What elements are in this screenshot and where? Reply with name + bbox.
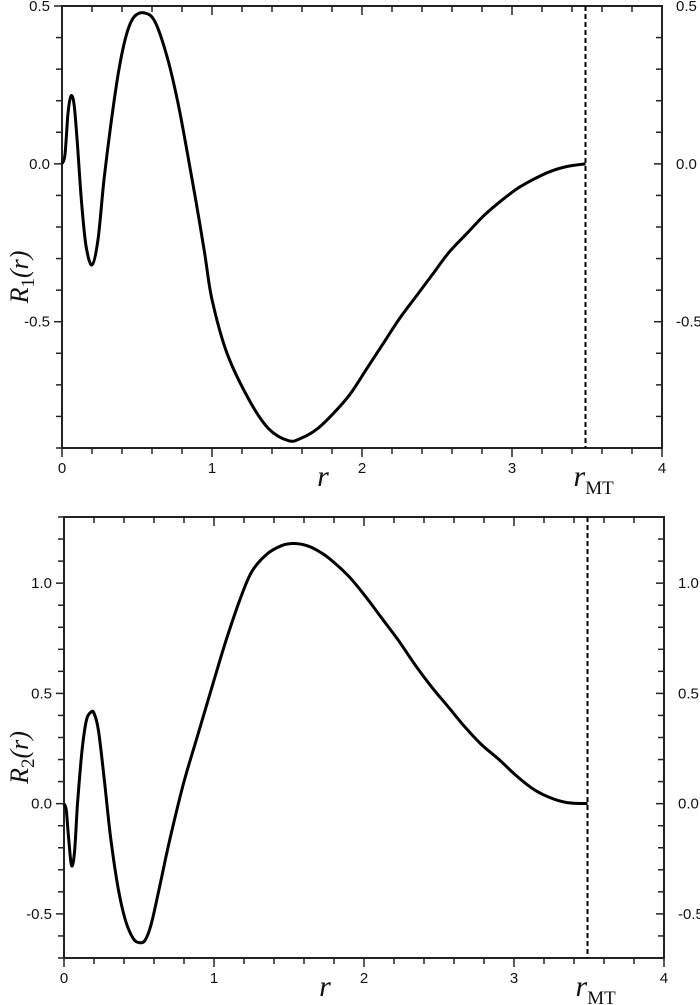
y-tick-label-right: 0.0 (676, 156, 697, 173)
x-tick-label: 2 (358, 460, 366, 477)
y-tick-label-right: 0.5 (676, 0, 697, 15)
x-tick-label: 0 (60, 970, 68, 987)
rmt-label: rMT (574, 460, 615, 499)
series-line (60, 11, 586, 443)
y-tick-label: 0.5 (29, 0, 50, 15)
x-tick-label: 0 (58, 460, 66, 477)
y-tick-label-right: 0.5 (678, 685, 699, 702)
x-tick-label: 2 (360, 970, 368, 987)
x-tick-label: 3 (510, 970, 518, 987)
x-tick-label: 3 (508, 460, 516, 477)
y-tick-label: 0.0 (29, 156, 50, 173)
y-tick-label-right: 0.0 (678, 796, 699, 813)
y-tick-label: -0.5 (26, 906, 52, 923)
x-axis-title: r (317, 460, 329, 493)
x-tick-label: 1 (208, 460, 216, 477)
top-panel-r1: 0 1 2 3 4 -0.5 -0.5 0.0 0.0 0.5 0.5 r rMT R1(r) (5, 0, 700, 499)
series-line (62, 542, 588, 945)
y-axis-title: R2(r) (5, 731, 39, 785)
plot-frame (63, 516, 665, 959)
y-axis-title: R1(r) (5, 251, 39, 305)
y-tick-label: 0.0 (31, 796, 52, 813)
x-tick-label: 4 (660, 970, 668, 987)
y-tick-label-right: -0.5 (676, 314, 700, 331)
y-tick-label: 0.5 (31, 685, 52, 702)
rmt-label: rMT (576, 970, 617, 1005)
y-tick-label-right: 1.0 (678, 575, 699, 592)
y-tick-label: 1.0 (31, 575, 52, 592)
y-tick-label: -0.5 (24, 314, 50, 331)
x-axis-title: r (319, 970, 331, 1003)
bottom-panel-r2: 0 1 2 3 4 -0.5 -0.5 0.0 0.0 0.5 0.5 1.0 1.0 r rMT R2(r) (5, 516, 700, 1005)
x-tick-label: 1 (210, 970, 218, 987)
plot-frame (61, 5, 663, 449)
y-tick-label-right: -0.5 (678, 906, 700, 923)
x-tick-label: 4 (658, 460, 666, 477)
